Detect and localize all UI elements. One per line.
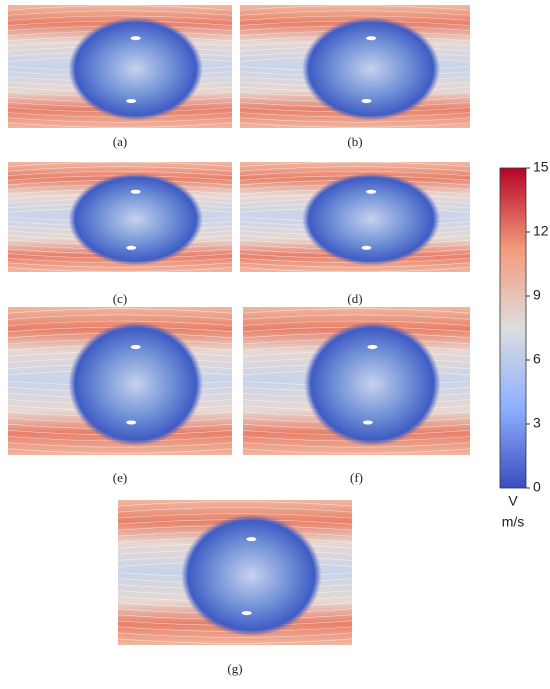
- colorbar-unit: m/s: [502, 514, 525, 530]
- streamline: [117, 513, 353, 519]
- streamline: [117, 507, 353, 513]
- vortex-core: [366, 189, 377, 194]
- panel-label: (b): [347, 134, 362, 149]
- streamline: [7, 5, 233, 11]
- vortex-core: [130, 189, 141, 194]
- colorbar-tick-label: 3: [533, 415, 541, 431]
- streamline-panel: (c): [7, 161, 233, 306]
- colorbar-tick-label: 6: [533, 351, 541, 367]
- vortex-core: [361, 98, 372, 103]
- vortex-core: [126, 98, 137, 103]
- streamline: [242, 308, 471, 314]
- recirculation-zone: [181, 514, 322, 637]
- streamline: [239, 262, 471, 268]
- colorbar-tick-label: 9: [533, 287, 541, 303]
- streamline: [242, 442, 471, 448]
- streamline-panel: (f): [242, 307, 471, 485]
- streamline: [242, 314, 471, 320]
- recirculation-zone: [68, 173, 203, 266]
- streamline: [117, 638, 353, 644]
- vortex-core: [241, 611, 252, 616]
- vortex-core: [361, 245, 372, 250]
- colorbar-tick-label: 15: [533, 159, 549, 175]
- streamline: [239, 166, 471, 172]
- streamline: [239, 15, 471, 21]
- streamline: [7, 267, 233, 273]
- panel-label: (g): [227, 661, 242, 676]
- vortex-core: [362, 420, 373, 425]
- streamline: [7, 122, 233, 128]
- streamline: [239, 5, 471, 11]
- streamline: [239, 267, 471, 273]
- recirculation-zone: [68, 17, 203, 121]
- vortex-core: [246, 537, 257, 542]
- recirculation-zone: [68, 321, 203, 447]
- streamline: [7, 117, 233, 123]
- panels: (a) (b) (c) (d) (e) (f) (g): [7, 5, 471, 676]
- streamline: [242, 320, 471, 326]
- streamline-panel: (b): [239, 5, 471, 149]
- streamline: [7, 320, 233, 326]
- streamline: [7, 262, 233, 268]
- colorbar-scale: [499, 167, 527, 489]
- streamline: [117, 501, 353, 507]
- streamline: [7, 314, 233, 320]
- colorbar-tick-label: 0: [533, 479, 541, 495]
- streamline: [7, 448, 233, 454]
- vortex-core: [130, 344, 141, 349]
- streamline-panel: (e): [7, 307, 233, 485]
- vortex-core: [130, 36, 141, 41]
- panel-label: (c): [113, 291, 127, 306]
- streamline: [239, 161, 471, 167]
- streamline: [7, 166, 233, 172]
- panel-label: (f): [350, 470, 363, 485]
- streamline-panel: (d): [239, 161, 471, 306]
- colorbar-title: V: [508, 493, 518, 509]
- recirculation-zone: [302, 17, 441, 121]
- streamline: [239, 122, 471, 128]
- streamline: [7, 161, 233, 167]
- panel-label: (d): [347, 291, 362, 306]
- streamline: [7, 442, 233, 448]
- streamline-panel: (g): [117, 500, 353, 676]
- recirculation-zone: [304, 321, 441, 447]
- vortex-core: [126, 420, 137, 425]
- streamline: [7, 10, 233, 16]
- panel-label: (e): [113, 470, 127, 485]
- recirculation-zone: [302, 173, 441, 266]
- colorbar-tick-label: 12: [533, 223, 549, 239]
- colorbar: V m/s 0 3 6 9 12 15: [499, 159, 549, 530]
- streamline: [239, 117, 471, 123]
- vortex-core: [126, 245, 137, 250]
- streamline: [117, 632, 353, 638]
- streamline: [239, 10, 471, 16]
- streamline: [7, 308, 233, 314]
- streamline: [242, 448, 471, 454]
- streamline: [7, 15, 233, 21]
- vortex-core: [366, 36, 377, 41]
- vortex-core: [367, 344, 378, 349]
- streamline-panel: (a): [7, 5, 233, 149]
- streamline: [7, 170, 233, 177]
- panel-label: (a): [113, 134, 127, 149]
- streamline: [239, 170, 471, 177]
